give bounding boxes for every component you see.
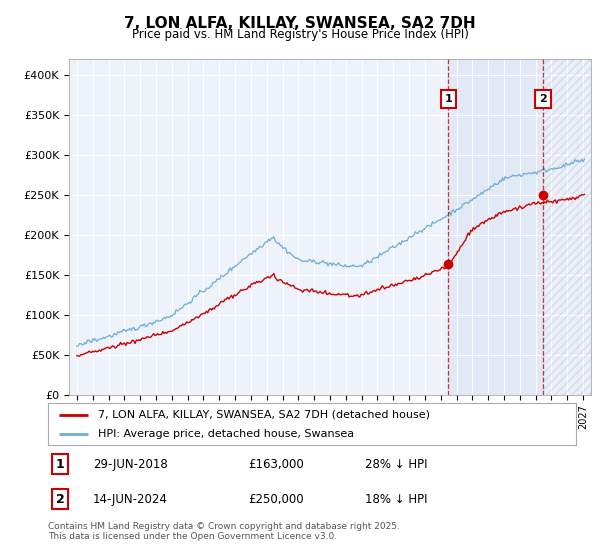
Text: 2: 2 (56, 493, 65, 506)
Text: 18% ↓ HPI: 18% ↓ HPI (365, 493, 427, 506)
Text: £163,000: £163,000 (248, 458, 304, 470)
Text: 7, LON ALFA, KILLAY, SWANSEA, SA2 7DH (detached house): 7, LON ALFA, KILLAY, SWANSEA, SA2 7DH (d… (98, 409, 430, 419)
Text: 1: 1 (56, 458, 65, 470)
Text: Price paid vs. HM Land Registry's House Price Index (HPI): Price paid vs. HM Land Registry's House … (131, 28, 469, 41)
Text: 29-JUN-2018: 29-JUN-2018 (93, 458, 167, 470)
Text: 1: 1 (445, 94, 452, 104)
Bar (543, 59, 591, 395)
Text: 14-JUN-2024: 14-JUN-2024 (93, 493, 168, 506)
Text: Contains HM Land Registry data © Crown copyright and database right 2025.
This d: Contains HM Land Registry data © Crown c… (48, 522, 400, 542)
Text: 28% ↓ HPI: 28% ↓ HPI (365, 458, 427, 470)
Bar (448, 59, 591, 395)
Text: 7, LON ALFA, KILLAY, SWANSEA, SA2 7DH: 7, LON ALFA, KILLAY, SWANSEA, SA2 7DH (124, 16, 476, 31)
Text: £250,000: £250,000 (248, 493, 304, 506)
Text: HPI: Average price, detached house, Swansea: HPI: Average price, detached house, Swan… (98, 429, 354, 439)
Text: 2: 2 (539, 94, 547, 104)
